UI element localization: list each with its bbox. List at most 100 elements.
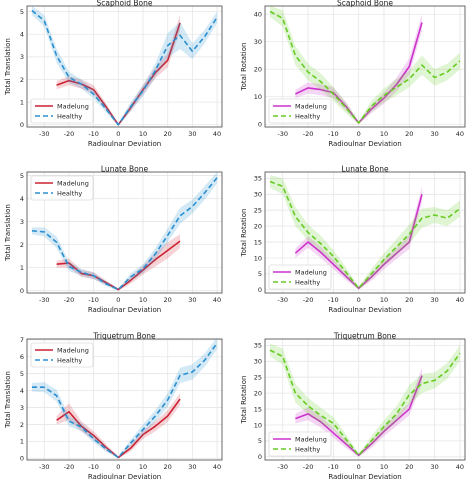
y-tick-label: 15 [254, 238, 262, 246]
x-tick-label: -20 [64, 296, 75, 304]
series-line-healthy [269, 349, 461, 457]
series-band-madelung [56, 15, 181, 126]
legend-label-madelung: Madelung [295, 268, 327, 276]
series-band-healthy [31, 6, 218, 126]
x-tick-label: -20 [303, 130, 314, 138]
x-tick-label: 20 [164, 296, 172, 304]
legend-box [268, 264, 332, 290]
x-tick-label: -30 [39, 463, 50, 471]
chart-panel-6: -30 -20 -10 0 10 20 30 40 0 5 10 15 20 25 30 35 Triquetr… [240, 332, 466, 479]
x-tick-label: 40 [213, 463, 221, 471]
plot-frame [26, 338, 223, 461]
y-tick-label: 6 [20, 353, 24, 361]
x-tick-label: -10 [328, 130, 339, 138]
legend: Madelung Healthy [30, 98, 94, 124]
plot-frame [264, 5, 466, 128]
x-tick-label: -20 [303, 296, 314, 304]
legend-label-madelung: Madelung [295, 435, 327, 443]
x-tick-label: 30 [430, 296, 438, 304]
y-tick-label: 5 [20, 370, 24, 378]
series-line-healthy [269, 180, 461, 290]
legend-box [30, 342, 94, 368]
x-axis-label: Radioulnar Deviation [88, 140, 161, 148]
y-tick-label: 3 [20, 218, 24, 226]
y-tick-label: 2 [20, 76, 24, 84]
y-tick-label: 10 [254, 421, 262, 429]
series-band-healthy [270, 343, 460, 457]
x-tick-label: -10 [88, 463, 99, 471]
legend-box [268, 431, 332, 457]
x-tick-label: 0 [357, 463, 361, 471]
legend: Madelung Healthy [268, 431, 332, 457]
x-tick-label: 30 [430, 130, 438, 138]
x-tick-label: -30 [39, 130, 50, 138]
x-tick-label: 10 [380, 296, 388, 304]
y-tick-label: 4 [20, 31, 24, 39]
x-tick-label: 20 [405, 130, 413, 138]
series-line-healthy [31, 342, 218, 459]
y-axis-label: Total Translation [4, 371, 12, 429]
series-line-madelung [56, 398, 181, 459]
x-tick-label: 40 [213, 296, 221, 304]
legend-label-madelung: Madelung [57, 346, 89, 354]
y-tick-label: 1 [20, 98, 24, 106]
legend-label-healthy: Healthy [57, 189, 82, 197]
y-tick-label: 5 [258, 270, 262, 278]
x-tick-label: 10 [380, 463, 388, 471]
x-tick-label: 20 [405, 463, 413, 471]
series-line-madelung [295, 375, 423, 457]
y-tick-label: 0 [258, 453, 262, 461]
x-tick-label: 0 [116, 130, 120, 138]
chart-title: Lunate Bone [101, 165, 149, 174]
y-tick-label: 20 [254, 222, 262, 230]
legend-label-healthy: Healthy [295, 278, 320, 286]
y-tick-label: 1 [20, 438, 24, 446]
x-tick-label: 40 [456, 463, 464, 471]
y-tick-label: 5 [20, 172, 24, 180]
x-axis-label: Radioulnar Deviation [328, 473, 401, 479]
legend-label-madelung: Madelung [295, 102, 327, 110]
y-tick-label: 30 [254, 358, 262, 366]
x-tick-label: 10 [139, 463, 147, 471]
series-band-madelung [56, 234, 181, 291]
legend: Madelung Healthy [268, 98, 332, 124]
legend-box [30, 98, 94, 124]
series-line-madelung [294, 194, 423, 290]
y-tick-label: 0 [258, 121, 262, 129]
x-tick-label: -20 [64, 130, 75, 138]
x-tick-label: -10 [88, 130, 99, 138]
y-axis-label: Total Rotation [240, 376, 248, 425]
x-tick-label: -10 [88, 296, 99, 304]
x-tick-label: 10 [139, 296, 147, 304]
y-tick-label: 10 [254, 93, 262, 101]
y-tick-label: 5 [258, 437, 262, 445]
x-tick-label: 30 [188, 130, 196, 138]
y-tick-label: 4 [20, 387, 24, 395]
x-tick-label: 40 [213, 130, 221, 138]
y-tick-label: 40 [254, 11, 262, 19]
chart-panel-2: -30 -20 -10 0 10 20 30 40 0 10 20 30 40 Scaphoid Bone… [240, 0, 466, 148]
legend-box [268, 98, 332, 124]
y-tick-label: 2 [20, 421, 24, 429]
x-tick-label: -30 [277, 463, 288, 471]
series-line-healthy [31, 9, 218, 126]
legend: Madelung Healthy [30, 175, 94, 201]
x-tick-label: -10 [328, 463, 339, 471]
y-axis-label: Total Rotation [240, 209, 248, 258]
x-tick-label: 10 [380, 130, 388, 138]
y-tick-label: 10 [254, 254, 262, 262]
legend-label-healthy: Healthy [57, 356, 82, 364]
legend-label-healthy: Healthy [57, 112, 82, 120]
x-tick-label: -10 [328, 296, 339, 304]
y-axis-label: Total Translation [4, 204, 12, 262]
y-tick-label: 25 [254, 207, 262, 215]
y-tick-label: 30 [254, 38, 262, 46]
plot-frame [26, 171, 223, 294]
y-tick-label: 20 [254, 389, 262, 397]
y-tick-label: 15 [254, 405, 262, 413]
chart-panel-1: -30 -20 -10 0 10 20 30 40 0 1 2 3 4 5 Scaphoid Bone Rad… [4, 0, 223, 148]
legend-label-healthy: Healthy [295, 112, 320, 120]
series-band-healthy [31, 337, 218, 459]
y-axis-label: Total Translation [4, 38, 12, 96]
